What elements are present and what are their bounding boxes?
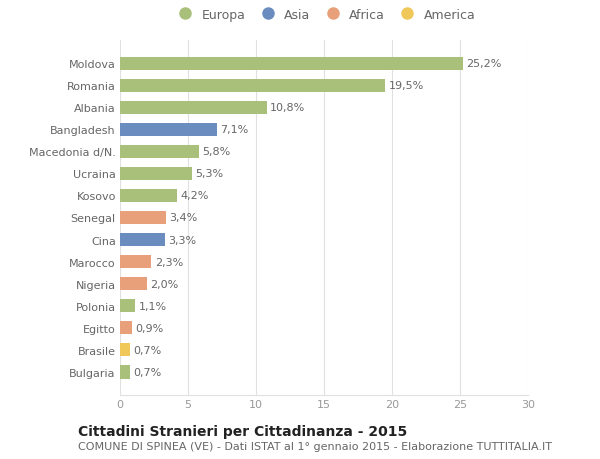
Bar — [120, 146, 199, 159]
Text: 0,7%: 0,7% — [133, 367, 161, 377]
Bar — [120, 190, 177, 202]
Bar — [120, 234, 165, 246]
Bar — [120, 343, 130, 357]
Bar — [120, 277, 147, 291]
Bar — [120, 321, 132, 335]
Bar — [120, 57, 463, 71]
Bar — [120, 79, 385, 93]
Bar — [120, 256, 151, 269]
Text: 7,1%: 7,1% — [220, 125, 248, 135]
Text: 5,8%: 5,8% — [202, 147, 230, 157]
Text: 25,2%: 25,2% — [466, 59, 502, 69]
Bar — [120, 212, 166, 224]
Bar — [120, 168, 192, 180]
Bar — [120, 365, 130, 379]
Bar — [120, 299, 135, 313]
Text: 2,0%: 2,0% — [151, 279, 179, 289]
Text: 1,1%: 1,1% — [139, 301, 166, 311]
Bar — [120, 101, 267, 115]
Text: Cittadini Stranieri per Cittadinanza - 2015: Cittadini Stranieri per Cittadinanza - 2… — [78, 424, 407, 438]
Text: 5,3%: 5,3% — [196, 169, 224, 179]
Text: 4,2%: 4,2% — [181, 191, 209, 201]
Text: 2,3%: 2,3% — [155, 257, 183, 267]
Text: 0,9%: 0,9% — [136, 323, 164, 333]
Text: 10,8%: 10,8% — [270, 103, 305, 113]
Legend: Europa, Asia, Africa, America: Europa, Asia, Africa, America — [173, 9, 475, 22]
Text: 3,3%: 3,3% — [168, 235, 196, 245]
Text: 3,4%: 3,4% — [170, 213, 198, 223]
Text: 0,7%: 0,7% — [133, 345, 161, 355]
Bar — [120, 123, 217, 137]
Text: COMUNE DI SPINEA (VE) - Dati ISTAT al 1° gennaio 2015 - Elaborazione TUTTITALIA.: COMUNE DI SPINEA (VE) - Dati ISTAT al 1°… — [78, 441, 552, 451]
Text: 19,5%: 19,5% — [389, 81, 424, 91]
